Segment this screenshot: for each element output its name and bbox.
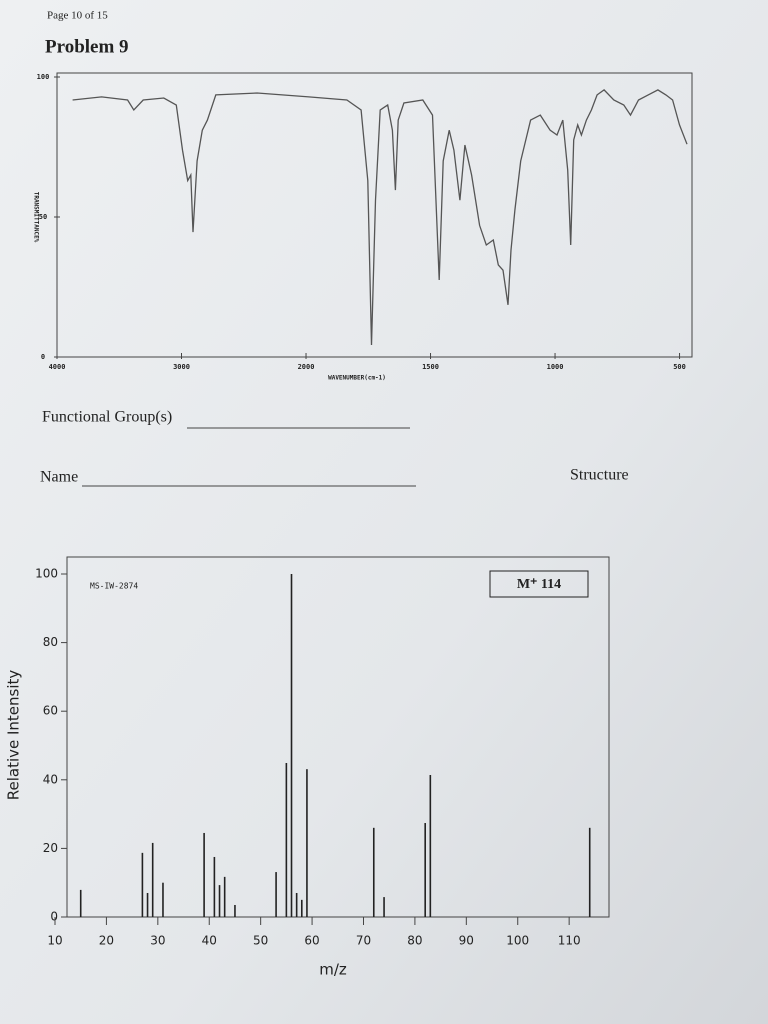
x-tick-label: 40 [202,934,217,948]
peak [151,842,154,917]
x-tick-label: 90 [459,934,474,948]
page-header: Page 10 of 15 [47,10,108,22]
y-tick-label: 0 [41,353,45,361]
peak [79,889,82,917]
peak [285,762,288,917]
x-tick-label: 60 [304,934,319,948]
peak [203,832,205,917]
x-tick-label: 4000 [49,363,66,371]
peak [306,769,308,917]
x-tick-label: 10 [47,934,62,948]
ir-frame [56,72,693,358]
y-tick-label: 100 [37,73,50,81]
peak [213,856,216,917]
x-tick-label: 1000 [547,363,564,371]
y-tick-label: 20 [43,841,58,855]
peak [223,876,226,917]
annotation-box [489,570,589,598]
peak [275,872,277,917]
peak [295,892,298,917]
peak [372,827,375,917]
problem-title: Problem 9 [45,36,129,57]
peak [588,827,591,917]
peak [234,904,236,917]
x-tick-label: 70 [356,934,371,948]
x-tick-label: 50 [253,934,268,948]
peak [424,823,426,917]
peak [162,882,164,917]
x-tick-label: 2000 [298,363,315,371]
x-tick-label: 100 [506,934,529,948]
peak [218,885,221,917]
y-tick-label: 100 [35,567,58,581]
ms-title: MS-IW-2874 [90,582,138,591]
peak [429,774,432,917]
structure-label: Structure [570,467,629,484]
x-tick-label: 80 [407,934,422,948]
y-tick-label: 0 [50,910,58,924]
y-tick-label: 60 [43,704,58,718]
x-tick-label: 1500 [422,363,439,371]
name-label: Name [40,469,78,486]
ms-frame [66,556,610,918]
peak [141,852,144,917]
x-tick-label: 500 [673,363,686,371]
x-tick-label: 20 [99,934,114,948]
x-tick-label: 110 [558,934,581,948]
y-axis-label: TRANSMITTANCE% [33,192,40,243]
x-axis-label: m/z [319,961,347,979]
y-tick-label: 50 [39,213,47,221]
y-axis-label: Relative Intensity [5,670,23,801]
functional-groups-label: Functional Group(s) [42,409,172,426]
annotation: M⁺ 114 [517,577,561,592]
x-tick-label: 30 [150,934,165,948]
y-tick-label: 80 [43,635,58,649]
peak [300,899,303,917]
peak [146,892,149,917]
ir-trace [72,89,688,346]
peak [290,574,293,917]
x-axis-label: WAVENUMBER(cm-1) [328,375,386,382]
y-tick-label: 40 [43,772,58,786]
peak [383,897,385,917]
x-tick-label: 3000 [173,363,190,371]
